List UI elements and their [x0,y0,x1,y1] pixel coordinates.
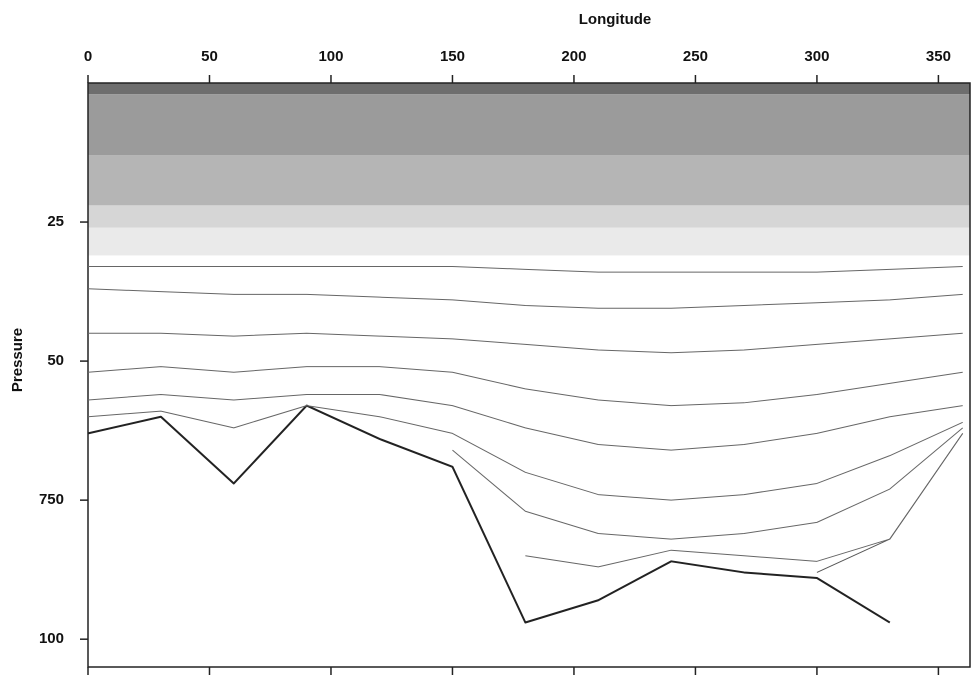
contour-line [87,405,963,501]
contour-line [87,366,963,407]
x-tick-label: 250 [683,48,708,65]
x-axis-title: Longitude [579,11,651,28]
y-tick-label: 100 [39,630,64,647]
shading-band [88,155,970,206]
shading-band [88,94,970,156]
shading-band [88,83,970,95]
plot-frame [87,82,971,668]
contour-line [87,404,891,624]
x-tick-label: 300 [804,48,829,65]
contour-line [816,433,964,573]
x-tick-label: 200 [561,48,586,65]
y-tick-label: 750 [39,491,64,508]
y-axis-title: Pressure [9,328,26,392]
contour-line [87,393,963,451]
contour-line [87,288,963,309]
contour-line [525,433,964,568]
shading-band [88,205,970,228]
contour-line [88,332,963,354]
x-tick-label: 150 [440,48,465,65]
contour-line [452,427,964,540]
y-tick-label: 50 [47,352,64,369]
x-tick-label: 100 [318,48,343,65]
shading-band [88,227,970,256]
x-tick-label: 50 [201,48,218,65]
contour-line [88,266,963,273]
y-tick-label: 25 [47,213,64,230]
x-tick-label: 0 [84,48,92,65]
x-tick-label: 350 [926,48,951,65]
